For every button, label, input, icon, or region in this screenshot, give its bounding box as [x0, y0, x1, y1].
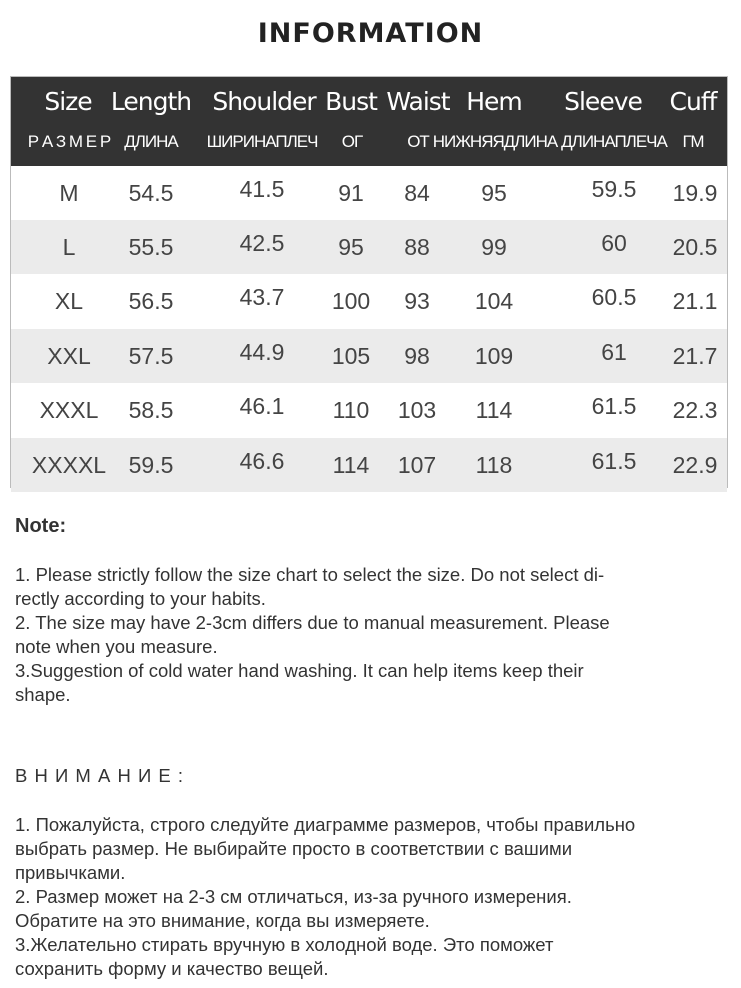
table-row: XXXXL 59.5 46.6 114 107 118 61.5 22.9 — [11, 438, 727, 492]
table-cell: 46.6 — [239, 448, 285, 474]
table-cell: 21.7 — [672, 343, 718, 369]
table-cell: 88 — [404, 234, 430, 260]
column-header: Length — [110, 87, 192, 116]
table-row: M 54.5 41.5 91 84 95 59.5 19.9 — [11, 166, 727, 220]
note-line: 1. Please strictly follow the size chart… — [15, 564, 605, 585]
note-heading: Note: — [15, 515, 67, 537]
column-header: Hem — [466, 87, 523, 116]
table-cell: 60 — [601, 230, 627, 256]
table-row: XXXL 58.5 46.1 110 103 114 61.5 22.3 — [11, 383, 727, 437]
table-cell: 118 — [475, 452, 513, 478]
note-line: shape. — [15, 684, 71, 705]
note-line: 2. Размер может на 2-3 см отличаться, из… — [15, 886, 572, 907]
table-cell: 22.3 — [672, 397, 718, 423]
table-cell: 107 — [397, 452, 437, 478]
table-cell: 46.1 — [239, 393, 285, 419]
table-cell: 99 — [481, 234, 507, 260]
note-line: rectly according to your habits. — [15, 588, 266, 609]
note-line: 3.Желательно стирать вручную в холодной … — [15, 934, 554, 955]
table-cell: 59.5 — [591, 176, 637, 202]
table-cell: 95 — [481, 180, 507, 206]
table-cell: 110 — [332, 397, 370, 423]
page-title: INFORMATION — [257, 18, 484, 49]
column-header-ru: ОГ — [341, 132, 363, 151]
note-line: note when you measure. — [15, 636, 218, 657]
table-cell: 54.5 — [128, 180, 174, 206]
table-cell: 103 — [397, 397, 437, 423]
table-cell: 98 — [404, 343, 430, 369]
note-line: 2. The size may have 2-3cm differs due t… — [15, 612, 610, 633]
note-line: 3.Suggestion of cold water hand washing.… — [15, 660, 584, 681]
table-cell: 59.5 — [128, 452, 174, 478]
table-cell: 42.5 — [239, 230, 285, 256]
note-line: 1. Пожалуйста, строго следуйте диаграмме… — [15, 814, 636, 835]
column-header: Bust — [325, 87, 378, 116]
table-cell: 104 — [474, 288, 514, 314]
column-header-ru: ГМ — [682, 132, 705, 151]
table-cell: 95 — [338, 234, 364, 260]
note-line: выбрать размер. Не выбирайте просто в со… — [15, 838, 573, 859]
column-header-ru: ДЛИНА — [124, 132, 179, 151]
table-cell: 22.9 — [672, 452, 718, 478]
table-cell: 61.5 — [591, 393, 637, 419]
column-header: Waist — [386, 87, 450, 116]
table-cell: 43.7 — [239, 284, 285, 310]
table-cell: 41.5 — [239, 176, 285, 202]
table-cell: 91 — [338, 180, 364, 206]
table-cell: 55.5 — [128, 234, 174, 260]
table-cell: 58.5 — [128, 397, 174, 423]
column-header-ru: Р А З М Е Р — [27, 132, 111, 151]
table-cell: 19.9 — [672, 180, 718, 206]
size-cell: M — [59, 180, 79, 206]
table-cell: 114 — [332, 452, 370, 478]
table-row: XXL 57.5 44.9 105 98 109 61 21.7 — [11, 329, 727, 383]
table-cell: 44.9 — [239, 339, 285, 365]
table-cell: 114 — [475, 397, 513, 423]
table-cell: 100 — [331, 288, 371, 314]
table-header: Size Length Shoulder Bust Waist Hem Sleeve Cuff… — [11, 77, 727, 166]
table-cell: 61.5 — [591, 448, 637, 474]
table-cell: 109 — [474, 343, 514, 369]
column-header: Size — [44, 87, 92, 116]
column-header: Cuff — [669, 87, 718, 116]
table-cell: 21.1 — [672, 288, 718, 314]
table-cell: 84 — [404, 180, 430, 206]
column-header-ru: ОТ — [407, 132, 430, 151]
table-cell: 105 — [331, 343, 371, 369]
table-cell: 60.5 — [591, 284, 637, 310]
column-header-ru: ДЛИНАПЛЕЧА — [561, 132, 668, 151]
table-cell: 57.5 — [128, 343, 174, 369]
size-cell: XXXXL — [31, 452, 107, 478]
table-cell: 20.5 — [672, 234, 718, 260]
note-ru-heading: В Н И М А Н И Е : — [15, 765, 185, 786]
size-chart-table: Size Length Shoulder Bust Waist Hem Sleeve Cuff… — [10, 76, 728, 492]
size-cell: L — [62, 234, 76, 260]
note-line: привычками. — [15, 862, 126, 883]
table-row: XL 56.5 43.7 100 93 104 60.5 21.1 — [11, 274, 727, 328]
table-row: L 55.5 42.5 95 88 99 60 20.5 — [11, 220, 727, 274]
table-cell: 61 — [601, 339, 627, 365]
column-header-ru: НИЖНЯЯДЛИНА — [432, 132, 559, 151]
note-line: Обратите на это внимание, когда вы измер… — [15, 910, 430, 931]
size-cell: XL — [54, 288, 84, 314]
note-text: 1. Please strictly follow the size chart… — [15, 563, 725, 707]
table-cell: 56.5 — [128, 288, 174, 314]
note-line: сохранить форму и качество вещей. — [15, 958, 329, 979]
table-cell: 93 — [404, 288, 430, 314]
size-cell: XXL — [47, 343, 91, 369]
size-cell: XXXL — [39, 397, 99, 423]
note-ru-text: 1. Пожалуйста, строго следуйте диаграмме… — [15, 813, 725, 981]
column-header: Sleeve — [564, 87, 643, 116]
column-header: Shoulder — [212, 87, 316, 116]
column-header-ru: ШИРИНАПЛЕЧ — [206, 132, 319, 151]
